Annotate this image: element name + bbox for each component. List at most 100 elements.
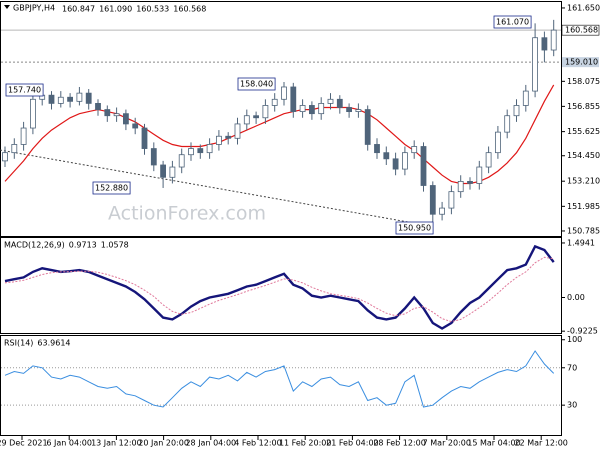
candle-body: [532, 37, 538, 92]
level-box: [562, 57, 599, 68]
header-value: 1.0578: [101, 241, 129, 250]
x-tick-label: 28 Feb 12:00: [373, 439, 425, 448]
candle-body: [132, 123, 139, 129]
candle-body: [104, 109, 111, 117]
candle-body: [401, 152, 408, 170]
candle-body: [485, 152, 492, 168]
y-tick-label: 0.00: [567, 293, 585, 302]
price-annotation: 152.880: [95, 184, 128, 193]
candle-body: [439, 207, 446, 215]
candle-body: [150, 148, 157, 166]
candle-body: [113, 113, 120, 117]
y-tick-label: 154.450: [567, 151, 600, 160]
candle-body: [234, 123, 241, 139]
x-tick-label: 28 Jan 04:00: [185, 439, 236, 448]
candle-body: [2, 152, 8, 162]
candle-body: [11, 144, 18, 154]
candle-body: [262, 105, 269, 119]
y-tick-label: 155.625: [567, 127, 600, 136]
x-tick-label: 29 Dec 2021: [0, 439, 48, 448]
y-tick-label: 150.785: [567, 226, 600, 235]
candle-body: [318, 103, 325, 115]
indicator-line: [4, 256, 554, 323]
candle-body: [327, 98, 334, 104]
candle-body: [550, 29, 557, 51]
x-tick-label: 21 Feb 04:00: [326, 439, 378, 448]
macd-panel: [0, 237, 562, 334]
watermark: ActionForex.com: [108, 203, 266, 225]
level-label: 159.010: [565, 58, 598, 67]
annotation-box: [395, 221, 434, 235]
indicator-title: MACD(12,26,9): [4, 241, 65, 250]
candle-body: [85, 92, 92, 104]
last-price-label: 160.568: [565, 26, 598, 35]
annotation-box: [92, 181, 131, 195]
header-value: 63.9614: [37, 339, 70, 348]
x-tick-label: 7 Mar 20:00: [423, 439, 471, 448]
annotation-box: [493, 15, 532, 29]
y-tick-label: 70: [567, 363, 577, 372]
indicator-title: RSI(14): [4, 339, 33, 348]
annotation-box: [5, 83, 44, 97]
header-value: 0.9713: [69, 241, 97, 250]
candle-body: [123, 113, 129, 125]
candle-body: [355, 109, 362, 113]
candle-body: [29, 98, 36, 129]
candle-body: [299, 105, 306, 113]
symbol-arrow: [4, 5, 10, 9]
candle-body: [57, 96, 64, 104]
price-annotation: 150.950: [398, 224, 431, 233]
y-tick-label: 156.855: [567, 102, 600, 111]
header-value: 161.090: [99, 5, 132, 14]
indicator-line: [4, 350, 555, 408]
y-tick-label: 1.4941: [567, 238, 595, 247]
candle-body: [392, 158, 399, 170]
x-tick-label: 13 Jan 12:00: [91, 439, 142, 448]
candle-body: [141, 127, 148, 149]
y-tick-label: 151.985: [567, 202, 600, 211]
price-annotation: 157.740: [8, 86, 41, 95]
candle-body: [188, 148, 194, 156]
header-value: 160.847: [62, 5, 95, 14]
candle-body: [448, 191, 455, 209]
candle-body: [290, 86, 297, 113]
candle-body: [95, 103, 101, 110]
candle-body: [476, 166, 483, 184]
y-tick-label: 153.210: [567, 177, 600, 186]
candle-body: [364, 109, 371, 145]
y-tick-label: 158.075: [567, 77, 600, 86]
candle-body: [281, 86, 287, 100]
candle-body: [429, 185, 436, 215]
x-tick-label: 6 Jan 04:00: [46, 439, 92, 448]
candle-body: [522, 90, 529, 106]
candle-body: [215, 135, 222, 145]
candle-body: [243, 115, 250, 125]
x-tick-label: 22 Mar 12:00: [514, 439, 567, 448]
candle-body: [383, 152, 390, 160]
x-tick-label: 15 Mar 04:00: [467, 439, 520, 448]
candle-body: [253, 115, 260, 119]
y-tick-label: 30: [567, 401, 577, 410]
candle-body: [346, 107, 353, 113]
candle-body: [160, 164, 167, 178]
last-price-box: [561, 24, 600, 36]
y-tick-label: 100: [567, 335, 582, 344]
price-panel: [0, 1, 562, 237]
candle-body: [420, 146, 427, 186]
x-tick-label: 20 Jan 20:00: [138, 439, 189, 448]
header-value: 160.568: [173, 5, 206, 14]
candle-body: [20, 127, 27, 145]
candle-body: [197, 148, 204, 154]
x-tick-label: 11 Feb 20:00: [279, 439, 331, 448]
candle-body: [48, 94, 55, 104]
annotation-box: [237, 77, 276, 91]
candle-body: [271, 98, 278, 106]
candle-body: [374, 144, 380, 154]
price-annotation: 158.040: [240, 80, 273, 89]
candle-body: [541, 37, 548, 51]
price-annotation: 161.070: [496, 18, 529, 27]
x-tick-label: 4 Feb 12:00: [234, 439, 281, 448]
y-tick-label: 161.650: [567, 3, 600, 12]
